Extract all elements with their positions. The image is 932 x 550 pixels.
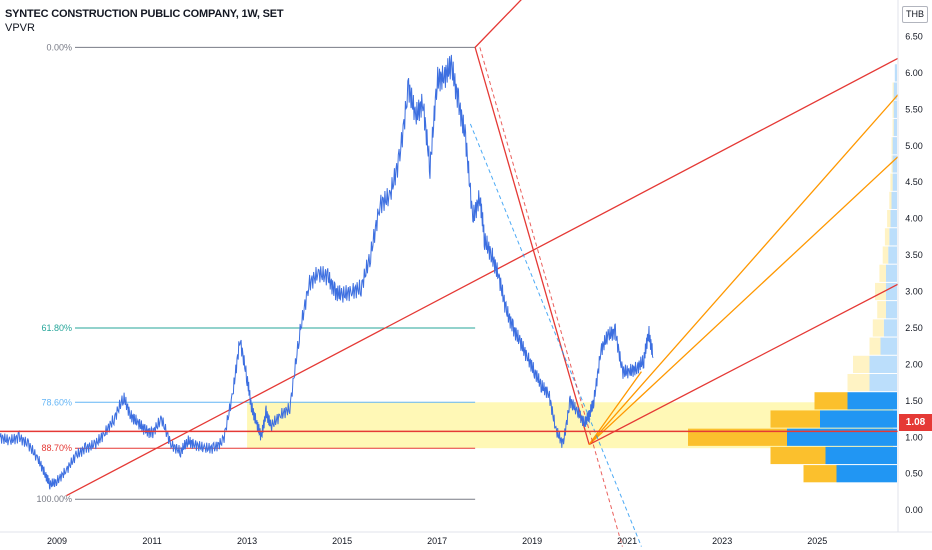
price-line bbox=[0, 54, 654, 490]
y-tick-9: 4.50 bbox=[905, 177, 923, 187]
vp-up-bar-10 bbox=[886, 282, 897, 301]
x-tick-1: 2011 bbox=[142, 536, 161, 546]
fib-label-2: 78.60% bbox=[41, 397, 72, 407]
vp-up-bar-8 bbox=[883, 319, 897, 337]
x-tick-5: 2019 bbox=[522, 536, 542, 546]
x-tick-2: 2013 bbox=[237, 536, 257, 546]
price-axis: 0.00 0.50 1.00 1.50 2.00 2.50 3.00 3.50 4.00 4.50… bbox=[897, 0, 923, 532]
vp-down-bar-7 bbox=[869, 337, 881, 355]
x-tick-0: 2009 bbox=[47, 536, 67, 546]
vp-up-bar-6 bbox=[869, 355, 897, 373]
indicator-label[interactable]: VPVR bbox=[5, 22, 35, 34]
fib-label-1: 61.80% bbox=[41, 323, 72, 333]
vp-down-bar-3 bbox=[770, 410, 820, 428]
vp-up-bar-1 bbox=[825, 446, 897, 465]
vp-down-bar-6 bbox=[853, 355, 870, 373]
y-tick-6: 3.00 bbox=[905, 287, 923, 297]
fan-line-6 bbox=[588, 371, 642, 445]
y-tick-11: 5.50 bbox=[905, 104, 923, 114]
price-series bbox=[0, 54, 654, 490]
y-tick-1: 0.50 bbox=[905, 469, 923, 479]
vp-up-bar-18 bbox=[892, 137, 897, 155]
fib-label-3: 88.70% bbox=[41, 443, 72, 453]
y-tick-3: 1.50 bbox=[905, 396, 923, 406]
fan-line-5 bbox=[588, 283, 899, 446]
vp-up-bar-19 bbox=[893, 118, 897, 137]
vp-down-bar-16 bbox=[890, 173, 893, 191]
x-tick-6: 2021 bbox=[617, 536, 637, 546]
vp-down-bar-19 bbox=[892, 118, 894, 137]
y-tick-5: 2.50 bbox=[905, 323, 923, 333]
fan-line-4 bbox=[588, 156, 899, 446]
vp-up-bar-16 bbox=[892, 173, 897, 191]
vp-down-bar-21 bbox=[892, 82, 894, 100]
gann-fan-lines bbox=[66, 0, 899, 547]
fib-retracement: 0.00% 61.80% 78.60% 88.70% 100.00% bbox=[36, 42, 476, 504]
vp-down-bar-10 bbox=[875, 282, 886, 301]
y-tick-4: 2.00 bbox=[905, 359, 923, 369]
time-axis: 2009 2011 2013 2015 2017 2019 2021 2023 2025 bbox=[0, 531, 932, 546]
vp-up-bar-9 bbox=[886, 301, 897, 319]
vp-down-bar-11 bbox=[879, 264, 886, 282]
vp-down-bar-4 bbox=[814, 392, 848, 410]
vp-down-bar-14 bbox=[887, 210, 891, 228]
vp-up-bar-17 bbox=[892, 155, 897, 173]
dashed-channel-1 bbox=[479, 47, 623, 547]
vp-up-bar-21 bbox=[893, 82, 897, 100]
symbol-title[interactable]: SYNTEC CONSTRUCTION PUBLIC COMPANY, 1W, … bbox=[5, 8, 284, 20]
vp-down-bar-9 bbox=[877, 301, 886, 319]
x-tick-3: 2015 bbox=[332, 536, 352, 546]
vp-down-bar-15 bbox=[889, 191, 892, 210]
x-tick-4: 2017 bbox=[427, 536, 447, 546]
fib-label-0: 0.00% bbox=[46, 42, 72, 52]
vp-up-bar-2 bbox=[787, 428, 897, 446]
y-tick-10: 5.00 bbox=[905, 141, 923, 151]
vp-down-bar-17 bbox=[891, 155, 893, 173]
vp-down-bar-8 bbox=[872, 319, 884, 337]
vp-up-bar-22 bbox=[894, 64, 897, 82]
vp-down-bar-20 bbox=[892, 100, 894, 118]
fan-line-3 bbox=[588, 94, 899, 445]
chart-legend: SYNTEC CONSTRUCTION PUBLIC COMPANY, 1W, … bbox=[5, 7, 284, 35]
vp-down-bar-12 bbox=[882, 246, 889, 264]
y-tick-0: 0.00 bbox=[905, 505, 923, 515]
y-tick-7: 3.50 bbox=[905, 250, 923, 260]
vp-down-bar-2 bbox=[688, 428, 787, 446]
y-tick-12: 6.00 bbox=[905, 68, 923, 78]
vp-up-bar-0 bbox=[836, 465, 897, 483]
last-price-badge: 1.08 bbox=[899, 414, 932, 431]
vp-up-bar-11 bbox=[886, 264, 897, 282]
vp-down-bar-13 bbox=[884, 228, 890, 246]
vp-up-bar-4 bbox=[847, 392, 897, 410]
vp-up-bar-5 bbox=[869, 373, 897, 392]
vp-up-bar-7 bbox=[880, 337, 897, 355]
vp-up-bar-15 bbox=[891, 191, 897, 210]
vp-up-bar-14 bbox=[890, 210, 897, 228]
vp-down-bar-5 bbox=[847, 373, 870, 392]
dashed-channel-0 bbox=[469, 123, 642, 547]
vp-up-bar-3 bbox=[820, 410, 897, 428]
y-tick-13: 6.50 bbox=[905, 31, 923, 41]
fan-line-0 bbox=[66, 57, 899, 497]
currency-badge[interactable]: THB bbox=[902, 6, 928, 23]
volume-profile bbox=[688, 64, 897, 483]
vp-down-bar-18 bbox=[891, 137, 893, 155]
vp-up-bar-20 bbox=[893, 100, 897, 118]
vp-down-bar-1 bbox=[770, 446, 826, 465]
fib-label-4: 100.00% bbox=[36, 494, 72, 504]
x-tick-7: 2023 bbox=[712, 536, 732, 546]
vp-down-bar-0 bbox=[803, 465, 837, 483]
fan-line-2 bbox=[474, 47, 590, 445]
vp-up-bar-13 bbox=[889, 228, 897, 246]
y-tick-2: 1.00 bbox=[905, 432, 923, 442]
y-tick-8: 4.00 bbox=[905, 214, 923, 224]
x-tick-8: 2025 bbox=[807, 536, 827, 546]
fan-line-1 bbox=[474, 0, 522, 48]
vp-up-bar-12 bbox=[888, 246, 897, 264]
